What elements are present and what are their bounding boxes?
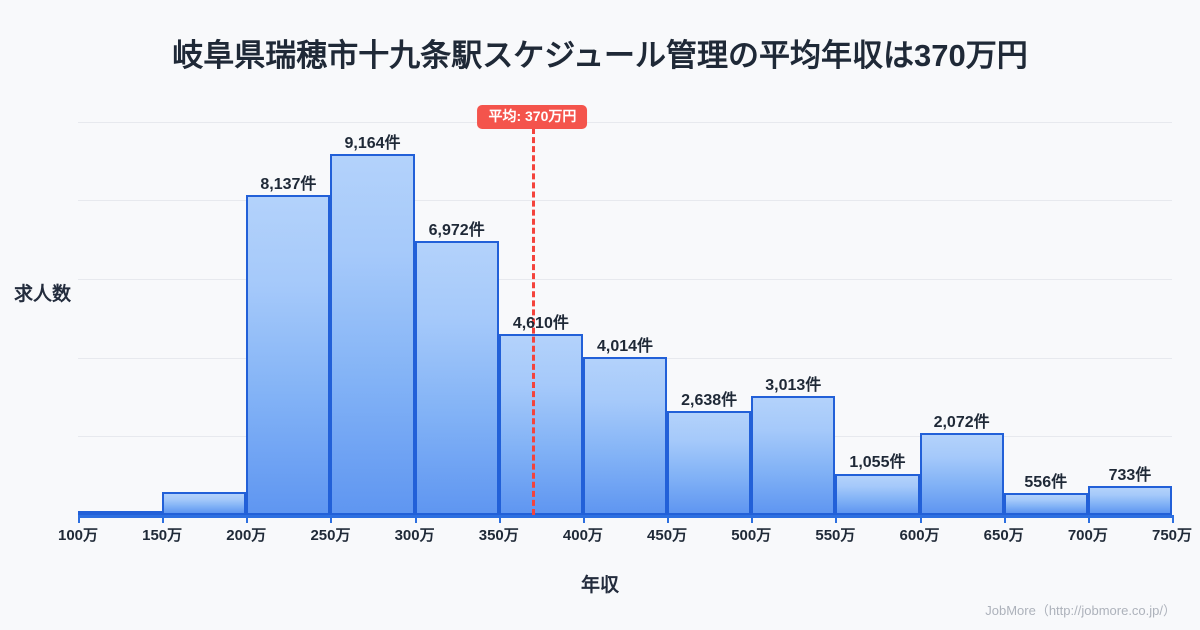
x-axis-tick-label: 550万 bbox=[815, 527, 856, 544]
gridline bbox=[78, 121, 1172, 123]
bar-value-label: 556件 bbox=[1024, 474, 1068, 492]
x-axis-tick bbox=[919, 515, 922, 523]
x-axis-tick-label: 300万 bbox=[394, 527, 435, 544]
x-axis-line bbox=[78, 515, 1172, 518]
x-axis-tick bbox=[582, 515, 585, 523]
bar[interactable] bbox=[919, 433, 1004, 515]
bar[interactable] bbox=[78, 511, 163, 515]
x-axis-tick-label: 200万 bbox=[226, 527, 267, 544]
bar-value-label: 1,055件 bbox=[849, 454, 906, 472]
bar-value-label: 8,137件 bbox=[260, 175, 317, 193]
x-axis-tick bbox=[162, 515, 165, 523]
x-axis-tick bbox=[835, 515, 838, 523]
x-axis-tick bbox=[414, 515, 417, 523]
x-axis-tick-label: 400万 bbox=[562, 527, 603, 544]
bar-series bbox=[78, 96, 1172, 515]
bar-value-label: 2,638件 bbox=[681, 392, 738, 410]
bar[interactable] bbox=[1003, 493, 1088, 515]
bar[interactable] bbox=[498, 333, 583, 515]
bar[interactable] bbox=[330, 154, 415, 515]
x-axis-title: 年収 bbox=[580, 575, 619, 596]
x-axis-tick bbox=[78, 515, 80, 523]
x-axis-tick bbox=[1003, 515, 1006, 523]
x-axis-tick-label: 500万 bbox=[731, 527, 772, 544]
x-axis-tick-label: 650万 bbox=[983, 527, 1024, 544]
bar-value-label: 2,072件 bbox=[933, 414, 990, 432]
bar[interactable] bbox=[1087, 486, 1172, 515]
bar-value-label: 733件 bbox=[1108, 467, 1152, 485]
x-axis-tick-label: 450万 bbox=[647, 527, 688, 544]
x-axis-tick bbox=[1172, 515, 1174, 523]
bar[interactable] bbox=[835, 473, 920, 515]
x-axis-tick bbox=[1087, 515, 1090, 523]
bar-value-label: 4,014件 bbox=[596, 338, 654, 356]
footer-credit: JobMore（http://jobmore.co.jp/） bbox=[985, 603, 1176, 618]
bar-value-label: 6,972件 bbox=[428, 221, 485, 239]
y-axis-title: 求人数 bbox=[14, 284, 72, 305]
gridline bbox=[78, 278, 1172, 280]
x-axis-tick bbox=[667, 515, 670, 523]
bar[interactable] bbox=[582, 357, 668, 515]
x-axis-tick-label: 250万 bbox=[310, 527, 351, 544]
x-axis-tick-label: 100万 bbox=[57, 527, 99, 544]
gridline bbox=[78, 200, 1172, 202]
x-axis-tick-label: 750万 bbox=[1151, 527, 1193, 544]
bar-value-label: 3,013件 bbox=[765, 377, 822, 395]
bar[interactable] bbox=[751, 396, 836, 515]
x-axis-tick-label: 350万 bbox=[478, 527, 519, 544]
bar[interactable] bbox=[246, 194, 331, 515]
x-axis-tick bbox=[330, 515, 333, 523]
x-axis-tick bbox=[246, 515, 249, 523]
average-badge: 平均: 370万円 bbox=[477, 105, 588, 130]
x-axis-tick-label: 700万 bbox=[1067, 527, 1108, 544]
bar-value-label: 4,610件 bbox=[512, 314, 569, 332]
x-axis-tick bbox=[751, 515, 754, 523]
average-dashed-line bbox=[532, 128, 536, 515]
x-axis-tick-label: 600万 bbox=[899, 527, 940, 544]
bar-value-label: 9,164件 bbox=[344, 135, 401, 153]
x-axis-tick-label: 150万 bbox=[142, 527, 183, 544]
x-axis-tick bbox=[498, 515, 501, 523]
page-title: 岐阜県瑞穂市十九条駅スケジュール管理の平均年収は370万円 bbox=[172, 38, 1028, 73]
bar[interactable] bbox=[667, 411, 752, 515]
bar[interactable] bbox=[162, 492, 247, 515]
bar[interactable] bbox=[414, 240, 499, 515]
